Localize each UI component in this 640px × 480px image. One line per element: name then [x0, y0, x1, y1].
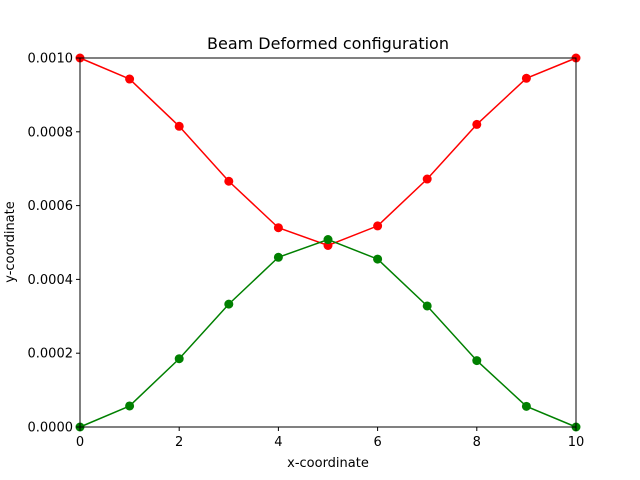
y-axis: 0.0000 0.0002 0.0004 0.0006 0.0008 0.0010	[28, 52, 80, 436]
y-tick-label: 0.0010	[28, 52, 74, 67]
data-point	[472, 119, 482, 129]
y-tick-label: 0.0008	[28, 125, 74, 140]
series-1	[75, 235, 581, 432]
data-point	[521, 73, 531, 83]
y-axis-label: y-coordinate	[3, 201, 18, 283]
x-axis: 0 2 4 6 8 10	[76, 427, 584, 450]
data-point	[273, 223, 283, 233]
data-point	[373, 221, 383, 231]
data-point	[174, 354, 184, 364]
data-point	[323, 235, 333, 245]
data-point	[373, 254, 383, 264]
data-point	[521, 401, 531, 411]
series-0	[75, 53, 581, 250]
y-tick-label: 0.0000	[28, 421, 74, 436]
data-point	[224, 299, 234, 309]
data-point	[422, 301, 432, 311]
x-tick-label: 0	[76, 435, 84, 450]
y-tick-label: 0.0006	[28, 199, 74, 214]
y-tick-label: 0.0002	[28, 347, 74, 362]
chart-title: Beam Deformed configuration	[207, 34, 449, 53]
data-point	[422, 174, 432, 184]
data-point	[174, 121, 184, 131]
x-tick-label: 6	[373, 435, 381, 450]
y-tick-label: 0.0004	[28, 273, 74, 288]
data-point	[224, 176, 234, 186]
data-point	[125, 74, 135, 84]
data-point	[273, 252, 283, 262]
x-tick-label: 2	[175, 435, 183, 450]
x-tick-label: 8	[473, 435, 481, 450]
plot-frame	[79, 57, 577, 428]
x-tick-label: 4	[274, 435, 282, 450]
series-layer	[75, 53, 581, 432]
x-tick-label: 10	[568, 435, 585, 450]
data-point	[472, 356, 482, 366]
plot-area	[75, 53, 581, 432]
data-point	[125, 401, 135, 411]
x-axis-label: x-coordinate	[287, 456, 369, 471]
